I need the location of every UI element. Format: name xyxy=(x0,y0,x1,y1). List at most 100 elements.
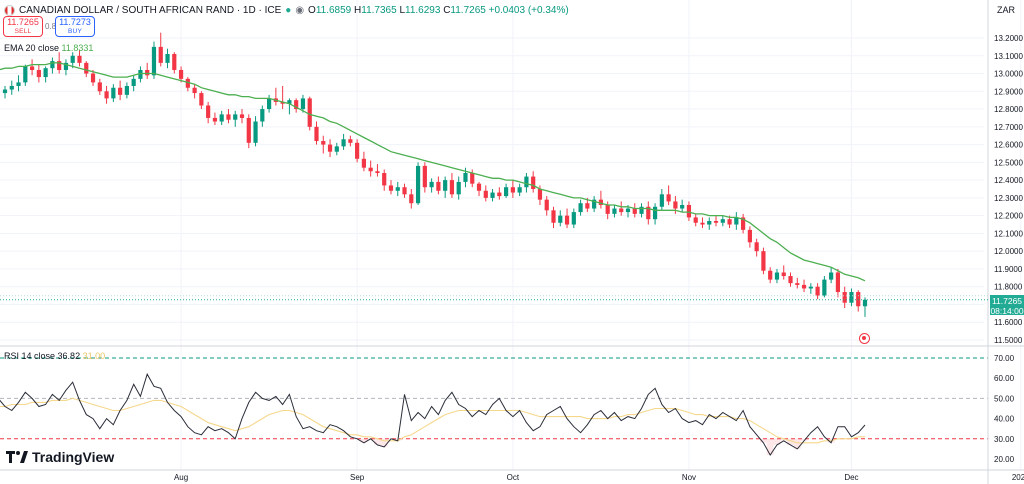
candle-body xyxy=(808,286,813,289)
candle-body xyxy=(16,82,21,86)
y-tick-label: 13.2000 xyxy=(994,34,1023,43)
candle-body xyxy=(314,126,319,142)
candle-body xyxy=(815,286,820,296)
candle-body xyxy=(856,292,861,307)
candle-body xyxy=(476,183,482,191)
candle-body xyxy=(429,181,434,188)
candle-body xyxy=(747,229,752,243)
candle-body xyxy=(361,158,366,168)
symbol-title[interactable]: CANADIAN DOLLAR / SOUTH AFRICAN RAND · 1… xyxy=(19,4,282,16)
rsi-y-tick-label: 60.00 xyxy=(994,374,1015,383)
candle-body xyxy=(652,206,658,220)
candle-body xyxy=(490,192,495,198)
candle-body xyxy=(226,114,231,120)
candle-body xyxy=(43,68,48,78)
candle-body xyxy=(368,167,373,172)
spread-value: 0.8 xyxy=(45,22,57,31)
ohlc-values: O11.6859 H11.7365 L11.6293 C11.7265 +0.0… xyxy=(308,5,569,16)
candle-body xyxy=(497,192,502,197)
sell-price: 11.7265 xyxy=(7,17,39,27)
rsi-y-tick-label: 20.00 xyxy=(994,455,1015,464)
event-marker-icon[interactable] xyxy=(859,333,870,344)
sell-button[interactable]: 11.7265 SELL xyxy=(3,16,43,37)
currency-label[interactable]: ZAR xyxy=(997,5,1015,15)
y-tick-label: 11.6000 xyxy=(994,318,1023,327)
candle-body xyxy=(761,251,766,271)
market-status-dot-icon: ● xyxy=(285,4,292,16)
candle-body xyxy=(646,206,651,220)
candle-body xyxy=(558,215,563,223)
close-label: C xyxy=(443,4,451,16)
y-tick-label: 13.1000 xyxy=(994,52,1023,61)
candle-body xyxy=(639,206,644,214)
rsi-oversold-fill xyxy=(360,438,835,455)
y-tick-label: 11.8000 xyxy=(994,283,1023,292)
rsi-ma-value: 31.00 xyxy=(82,351,106,361)
candle-body xyxy=(517,187,522,193)
candle-body xyxy=(524,176,529,188)
ema-value: 11.8331 xyxy=(61,43,94,53)
candle-body xyxy=(165,53,170,63)
y-tick-label: 12.5000 xyxy=(994,158,1023,167)
candle-body xyxy=(402,187,407,195)
candle-body xyxy=(192,87,197,94)
rsi-y-tick-label: 40.00 xyxy=(994,415,1015,424)
eye-icon[interactable]: ◉ xyxy=(295,4,305,16)
candle-body xyxy=(571,212,576,225)
candle-body xyxy=(212,117,218,122)
tradingview-logo-icon xyxy=(6,451,28,463)
buy-button[interactable]: 11.7273 BUY xyxy=(55,16,95,37)
candle-body xyxy=(158,46,163,63)
high-label: H xyxy=(354,4,362,16)
open-value: 11.6859 xyxy=(315,4,352,16)
candle-body xyxy=(355,142,360,159)
candle-body xyxy=(321,141,326,145)
x-tick-label: Sep xyxy=(350,473,365,482)
candle-body xyxy=(185,78,190,88)
candle-body xyxy=(470,173,475,184)
candle-body xyxy=(375,171,380,174)
candle-body xyxy=(23,66,28,83)
candle-body xyxy=(531,176,536,189)
candle-body xyxy=(341,139,346,147)
candle-body xyxy=(456,181,461,195)
candle-body xyxy=(829,272,834,280)
candle-body xyxy=(598,199,604,205)
candle-body xyxy=(300,98,306,110)
candle-body xyxy=(422,165,427,188)
candle-body xyxy=(666,194,671,202)
low-label: L xyxy=(399,4,405,16)
candle-body xyxy=(124,85,129,95)
candle-body xyxy=(206,105,211,118)
candle-body xyxy=(287,100,292,104)
tradingview-logo[interactable]: TradingView xyxy=(6,449,114,465)
candle-body xyxy=(36,69,41,78)
candle-body xyxy=(84,62,89,74)
candle-body xyxy=(151,46,157,76)
candle-body xyxy=(673,201,678,209)
candle-body xyxy=(849,292,854,303)
x-tick-label: 2026 xyxy=(1012,473,1024,482)
candle-body xyxy=(327,144,333,152)
rsi-pane xyxy=(0,357,988,456)
candle-body xyxy=(700,222,705,225)
rsi-y-tick-label: 70.00 xyxy=(994,354,1015,363)
candle-body xyxy=(443,180,448,191)
ema-legend[interactable]: EMA 20 close 11.8331 xyxy=(4,43,93,53)
candle-body xyxy=(862,299,868,307)
candle-body xyxy=(131,78,136,86)
candle-body xyxy=(537,189,543,200)
buy-label: BUY xyxy=(68,28,82,35)
candle-body xyxy=(612,208,617,214)
candle-body xyxy=(686,204,692,218)
candle-body xyxy=(713,220,719,223)
rsi-legend[interactable]: RSI 14 close 36.82 31.00 xyxy=(4,351,105,361)
candle-body xyxy=(178,69,184,79)
candle-body xyxy=(97,82,102,92)
rsi-value: 36.82 xyxy=(57,351,81,361)
candle-body xyxy=(754,242,759,252)
candle-body xyxy=(551,210,556,223)
candle-body xyxy=(483,190,488,198)
candle-body xyxy=(605,204,610,214)
